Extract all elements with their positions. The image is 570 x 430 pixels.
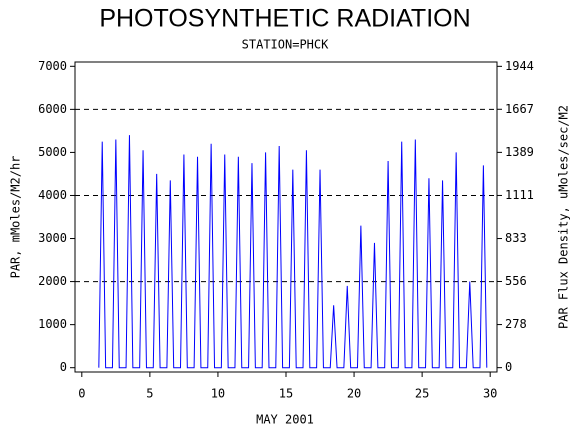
data-line [98,135,488,369]
x-tick-label: 20 [347,387,361,401]
x-tick-label: 10 [211,387,225,401]
y-tick-label: 1000 [38,317,67,331]
y-tick-label: 2000 [38,274,67,288]
y2-tick-label: 833 [505,231,527,245]
y2-tick-label: 1944 [505,59,534,73]
y2-tick-label: 556 [505,274,527,288]
y2-tick-label: 1111 [505,188,534,202]
x-tick-label: 30 [483,387,497,401]
x-axis-label: MAY 2001 [256,413,314,427]
y-tick-label: 7000 [38,59,67,73]
chart-title: PHOTOSYNTHETIC RADIATION [99,5,470,33]
x-tick-label: 0 [78,387,85,401]
y-tick-label: 6000 [38,102,67,116]
y2-tick-label: 1389 [505,145,534,159]
y2-axis-label: PAR Flux Density, uMoles/sec/M2 [557,105,570,329]
y2-tick-label: 278 [505,317,527,331]
y-tick-label: 3000 [38,231,67,245]
x-tick-label: 25 [415,387,429,401]
y-tick-label: 5000 [38,145,67,159]
y2-tick-label: 1667 [505,102,534,116]
y-tick-label: 0 [60,360,67,374]
y2-tick-label: 0 [505,360,512,374]
y-axis-label: PAR, mMoles/M2/hr [9,156,23,279]
x-tick-label: 5 [146,387,153,401]
x-tick-label: 15 [279,387,293,401]
chart-subtitle: STATION=PHCK [242,38,329,52]
plot-frame [74,61,498,373]
y-tick-label: 4000 [38,188,67,202]
